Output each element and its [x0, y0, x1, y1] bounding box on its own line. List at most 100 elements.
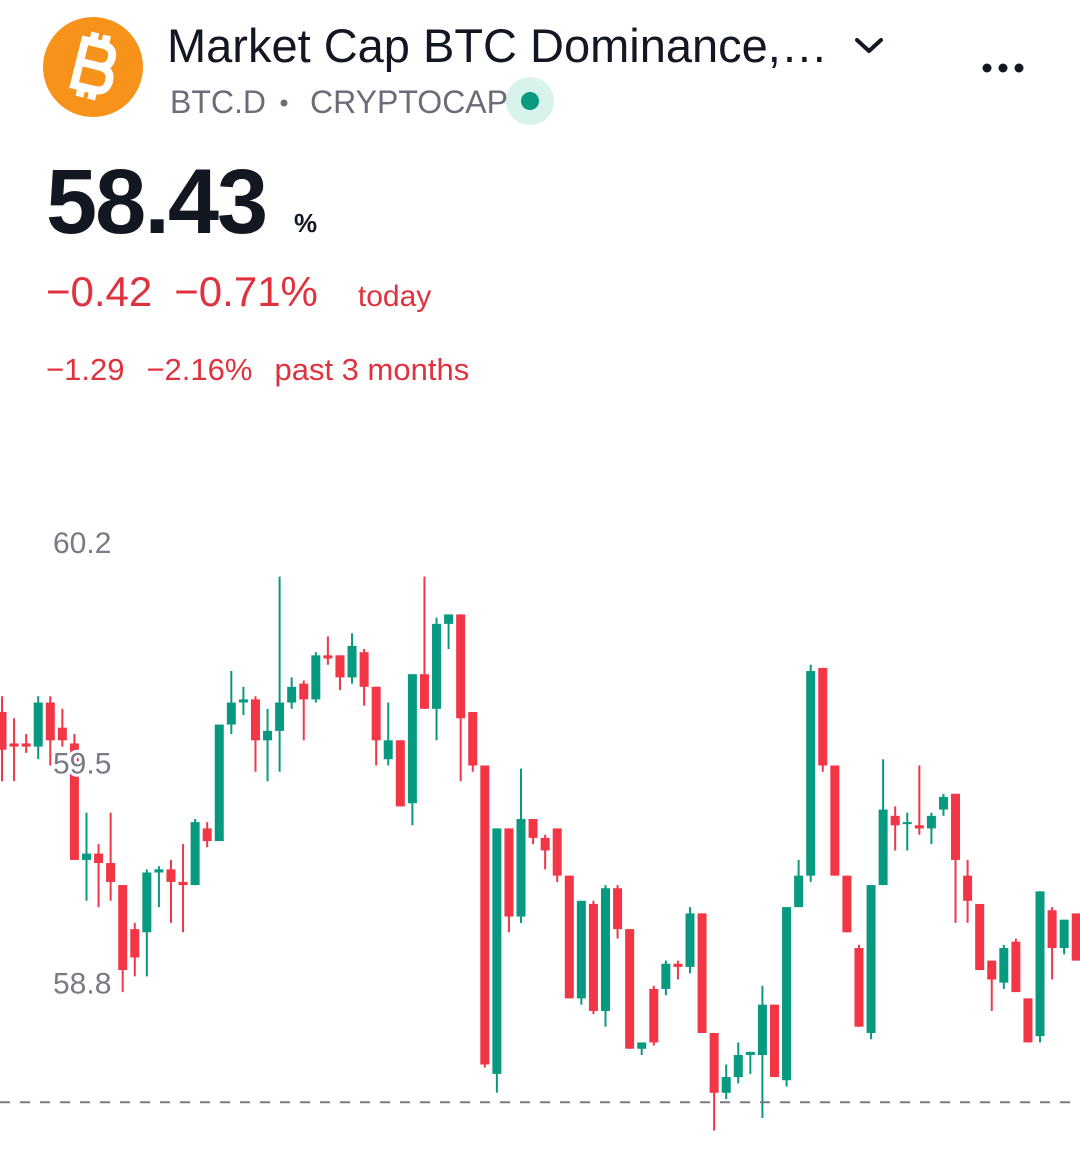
candle-body — [721, 1077, 731, 1093]
candle-body — [492, 828, 502, 1074]
candle-body — [794, 875, 804, 908]
candle-body — [238, 699, 248, 703]
candle-body — [480, 765, 490, 1065]
y-tick-label: 58.8 — [53, 968, 111, 1001]
candle-body — [890, 815, 900, 826]
candle-body — [938, 796, 948, 810]
candle-body — [782, 907, 792, 1081]
candle-body — [371, 686, 381, 741]
candle-body — [649, 988, 659, 1043]
candle-body — [830, 765, 840, 876]
candle-body — [601, 888, 610, 1011]
candle-body — [395, 740, 405, 807]
candle-body — [661, 963, 671, 989]
exchange: CRYPTOCAP — [310, 84, 508, 120]
candle-body — [81, 853, 91, 860]
candle-body — [287, 686, 297, 703]
candle-body — [154, 869, 164, 873]
change-3m: −1.29 −2.16% past 3 months — [46, 352, 491, 388]
title-dropdown[interactable] — [855, 38, 883, 53]
y-tick-label: 59.5 — [53, 747, 111, 780]
candle-body — [1059, 919, 1069, 949]
candle-body — [166, 869, 176, 882]
candle-body — [142, 872, 152, 933]
candle-body — [0, 711, 7, 750]
candle-body — [987, 960, 997, 980]
change-percent: −0.71% — [174, 268, 318, 315]
candle-body — [383, 740, 393, 760]
candle-body — [540, 837, 550, 851]
candle-body — [444, 614, 454, 624]
candle-body — [468, 711, 478, 766]
candle-body — [878, 809, 888, 886]
candle-body — [33, 702, 43, 747]
title[interactable]: Market Cap BTC Dominance,… — [167, 19, 828, 72]
candle-body — [359, 652, 369, 687]
candle-body — [21, 743, 31, 747]
candle-body — [335, 655, 345, 678]
candle-body — [178, 881, 188, 886]
candle-body — [94, 853, 104, 864]
candle-body — [347, 645, 357, 678]
candle-body — [733, 1055, 743, 1078]
candle-body — [190, 822, 200, 886]
candle-body — [299, 683, 309, 700]
candle-body — [769, 1004, 779, 1078]
candle-body — [226, 702, 236, 725]
candle-body — [516, 818, 526, 917]
candle-body — [1035, 891, 1045, 1037]
candle-body — [588, 903, 598, 1011]
candle-body — [528, 818, 538, 838]
candle-body — [564, 875, 574, 999]
symbol-line: BTC.D CRYPTOCAP — [170, 84, 508, 121]
change-3m: −1.29 — [46, 352, 125, 387]
candle-body — [323, 655, 333, 659]
candle-body — [106, 863, 116, 882]
candle-body — [1047, 910, 1057, 949]
candle-body — [625, 929, 635, 1049]
candle-body — [45, 702, 55, 741]
candle-body — [263, 730, 273, 741]
candle-body — [130, 929, 140, 958]
candle-body — [57, 727, 67, 741]
candle-body — [697, 913, 707, 1033]
candle-body — [999, 948, 1009, 983]
btc-logo — [43, 17, 143, 117]
candle-body — [842, 875, 852, 933]
candle-body — [118, 885, 128, 971]
candle-body — [963, 875, 973, 901]
separator-dot — [280, 99, 288, 107]
y-tick-label: 60.2 — [53, 527, 111, 560]
candle-body — [806, 671, 816, 876]
candle-body — [902, 822, 912, 825]
more-menu[interactable] — [982, 63, 1024, 73]
candle-body — [613, 888, 623, 930]
price: 58.43 — [46, 151, 268, 253]
change-period: today — [357, 280, 432, 313]
candle-body — [685, 913, 695, 967]
candle-body — [432, 623, 442, 709]
candle-body — [250, 699, 260, 741]
change-3m-period: past 3 months — [274, 352, 470, 387]
candle-body — [818, 667, 828, 766]
candle-body — [69, 743, 79, 860]
price-unit: % — [294, 208, 318, 238]
candle-body — [926, 815, 936, 829]
candle-body — [854, 948, 864, 1027]
candle-body — [456, 614, 466, 719]
candle-body — [214, 724, 224, 842]
candle-body — [637, 1042, 647, 1049]
candle-body — [975, 903, 985, 971]
candle-body — [275, 702, 285, 731]
symbol: BTC.D — [170, 84, 266, 120]
candle-body — [673, 963, 683, 967]
candle-body — [866, 885, 876, 1033]
change-today: −0.42 −0.71% today — [46, 268, 453, 316]
candle-body — [951, 793, 961, 860]
candle-body — [504, 828, 514, 917]
candle-body — [311, 655, 321, 700]
candle-body — [9, 743, 19, 747]
candle-body — [552, 828, 562, 876]
